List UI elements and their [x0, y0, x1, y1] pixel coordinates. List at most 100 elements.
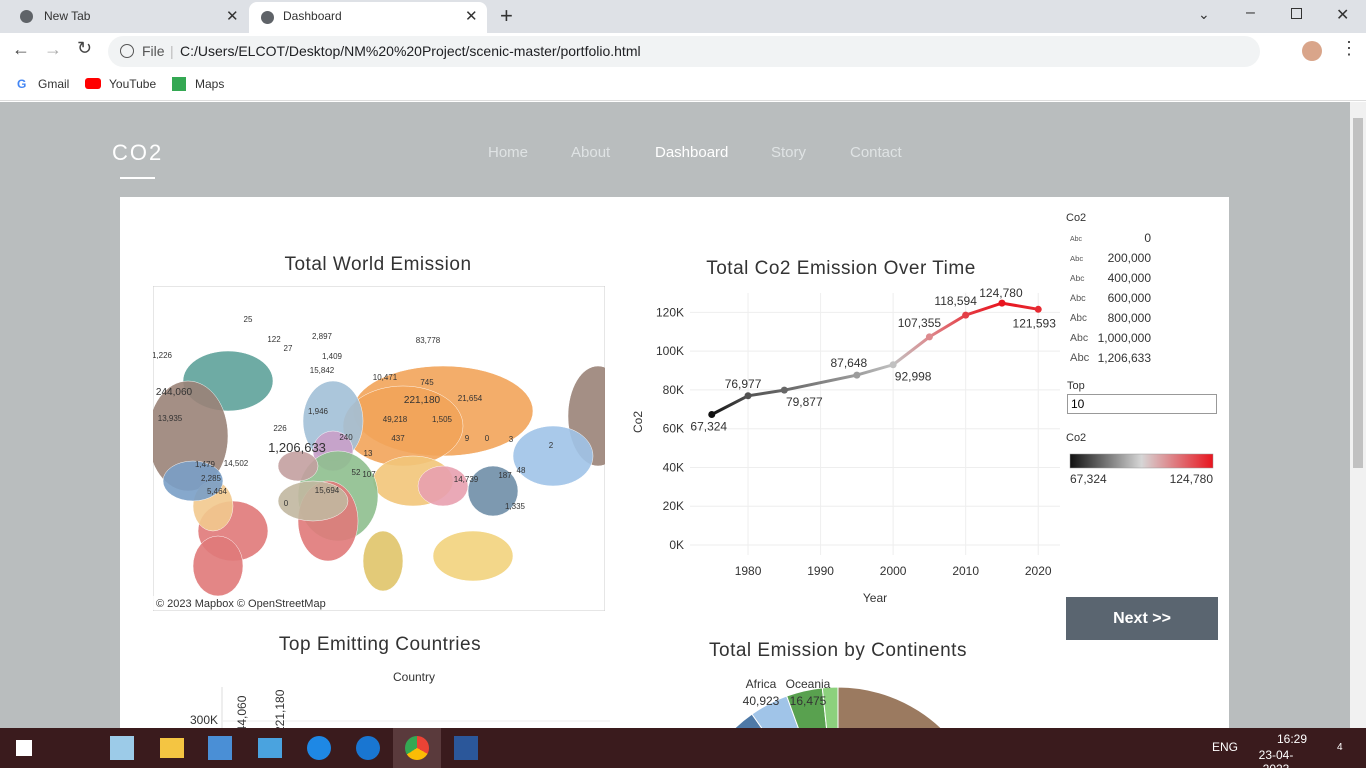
close[interactable]: ✕ [1336, 7, 1350, 24]
data-point [744, 392, 752, 400]
maps-icon [172, 77, 186, 91]
web-page: CO2 Home About Dashboard Story Contact T… [0, 102, 1350, 728]
country-region [277, 450, 319, 482]
bookmarks-bar: G Gmail YouTube Maps [0, 70, 1366, 101]
map-value-label: 1,206,633 [268, 440, 326, 455]
language[interactable]: ENG [1212, 740, 1239, 754]
country-region [277, 480, 349, 522]
menu-button[interactable]: ⋮ [1340, 38, 1358, 58]
map-value-label: 14,502 [224, 459, 249, 468]
world-map [153, 286, 605, 611]
new-tab-button[interactable]: + [500, 3, 513, 28]
map-value-label: 14,739 [454, 475, 479, 484]
map-value-label: 437 [391, 434, 405, 443]
minimize[interactable]: – [1246, 4, 1255, 21]
data-point [925, 333, 933, 341]
y-tick-label: 40K [663, 460, 684, 474]
app-icon[interactable] [208, 736, 232, 760]
x-tick-label: 2010 [952, 564, 979, 578]
back-button[interactable]: ← [12, 39, 30, 59]
maximize[interactable] [1291, 8, 1302, 19]
data-label: 67,324 [690, 419, 727, 433]
data-point [889, 361, 897, 369]
logo[interactable]: CO2 [112, 140, 164, 165]
country-region [417, 465, 469, 507]
profile-avatar[interactable] [1302, 41, 1322, 61]
start-button[interactable] [16, 740, 32, 756]
map-value-label: 2 [549, 441, 554, 450]
data-point [853, 371, 861, 379]
app-icon[interactable] [307, 736, 331, 760]
clock-date[interactable]: 23-04-2023 [1258, 748, 1294, 776]
scroll-thumb[interactable] [1353, 118, 1363, 468]
bar-title: Top Emitting Countries [279, 634, 481, 655]
top-input[interactable]: 10 [1067, 394, 1217, 414]
data-label: 92,998 [895, 370, 932, 384]
y-tick-label: 100K [656, 344, 684, 358]
country-region [362, 530, 404, 592]
tab-search[interactable]: ⌄ [1198, 6, 1210, 22]
forward-button[interactable]: → [44, 39, 62, 59]
map-value-label: 122 [267, 335, 281, 344]
color-max: 124,780 [1170, 472, 1214, 486]
chrome-icon[interactable] [405, 736, 429, 760]
bookmark[interactable]: Maps [195, 77, 225, 91]
next-button[interactable]: Next >> [1066, 597, 1218, 640]
scrollbar[interactable] [1350, 102, 1366, 728]
legend-size-value: 200,000 [1108, 251, 1152, 265]
map-value-label: 0 [284, 499, 289, 508]
tab-close[interactable]: ✕ [226, 8, 239, 25]
bookmark[interactable]: Gmail [38, 77, 70, 91]
y-tick-label: 120K [656, 305, 684, 319]
color-ramp [1069, 453, 1214, 469]
pie-slice [734, 713, 763, 728]
app-icon[interactable] [356, 736, 380, 760]
map-value-label: 2,285 [201, 474, 222, 483]
tab-close[interactable]: ✕ [465, 8, 478, 25]
data-point [708, 410, 716, 418]
app-icon[interactable] [160, 738, 184, 758]
nav-link[interactable]: About [571, 144, 611, 161]
pie-label: 16,475 [790, 694, 827, 708]
map-value-label: 221,180 [404, 395, 441, 406]
app-icon[interactable] [454, 736, 478, 760]
pie-slice [821, 686, 839, 728]
legend-abc: Abc [1070, 236, 1083, 243]
notification-count[interactable]: 4 [1337, 742, 1343, 753]
chart-title: Total Co2 Emission Over Time [706, 258, 976, 279]
app-icon[interactable] [258, 738, 282, 758]
legend-size-value: 1,206,633 [1098, 351, 1152, 365]
map-value-label: 187 [498, 471, 512, 480]
reload-button[interactable]: ↻ [77, 38, 93, 58]
clock-time[interactable]: 16:29 [1276, 732, 1308, 746]
nav-link[interactable]: Home [488, 144, 529, 161]
country-region [192, 535, 244, 597]
legend-abc: Abc [1070, 254, 1083, 263]
info-icon [120, 44, 134, 58]
x-tick-label: 1980 [735, 564, 762, 578]
address-bar[interactable]: File | C:/Users/ELCOT/Desktop/NM%20%20Pr… [108, 36, 1260, 67]
map-value-label: 9 [465, 434, 470, 443]
data-point [780, 386, 788, 394]
map-value-label: 240 [339, 433, 353, 442]
dashboard: Total World Emission 25 122 2,897 1,226 83,77… [153, 212, 1214, 728]
data-label: 124,780 [979, 286, 1023, 300]
legend-size-value: 0 [1144, 231, 1151, 245]
nav-link-active[interactable]: Dashboard [655, 144, 729, 161]
x-tick-label: 1990 [807, 564, 834, 578]
bookmark[interactable]: YouTube [109, 77, 157, 91]
legend-abc: Abc [1070, 293, 1086, 303]
nav-link[interactable]: Contact [850, 144, 902, 161]
legend-abc: Abc [1070, 332, 1088, 344]
tab[interactable]: New Tab ✕ [0, 0, 246, 33]
pie-label: Africa [746, 677, 777, 691]
logo-underline [120, 177, 155, 179]
tab-title: New Tab [44, 9, 91, 23]
tab-active[interactable]: Dashboard ✕ [249, 2, 487, 33]
app-icon[interactable] [110, 736, 134, 760]
map-value-label: 15,842 [310, 366, 335, 375]
map-value-label: 21,654 [458, 394, 483, 403]
nav-link[interactable]: Story [771, 144, 807, 161]
map-value-label: 0 [485, 434, 490, 443]
